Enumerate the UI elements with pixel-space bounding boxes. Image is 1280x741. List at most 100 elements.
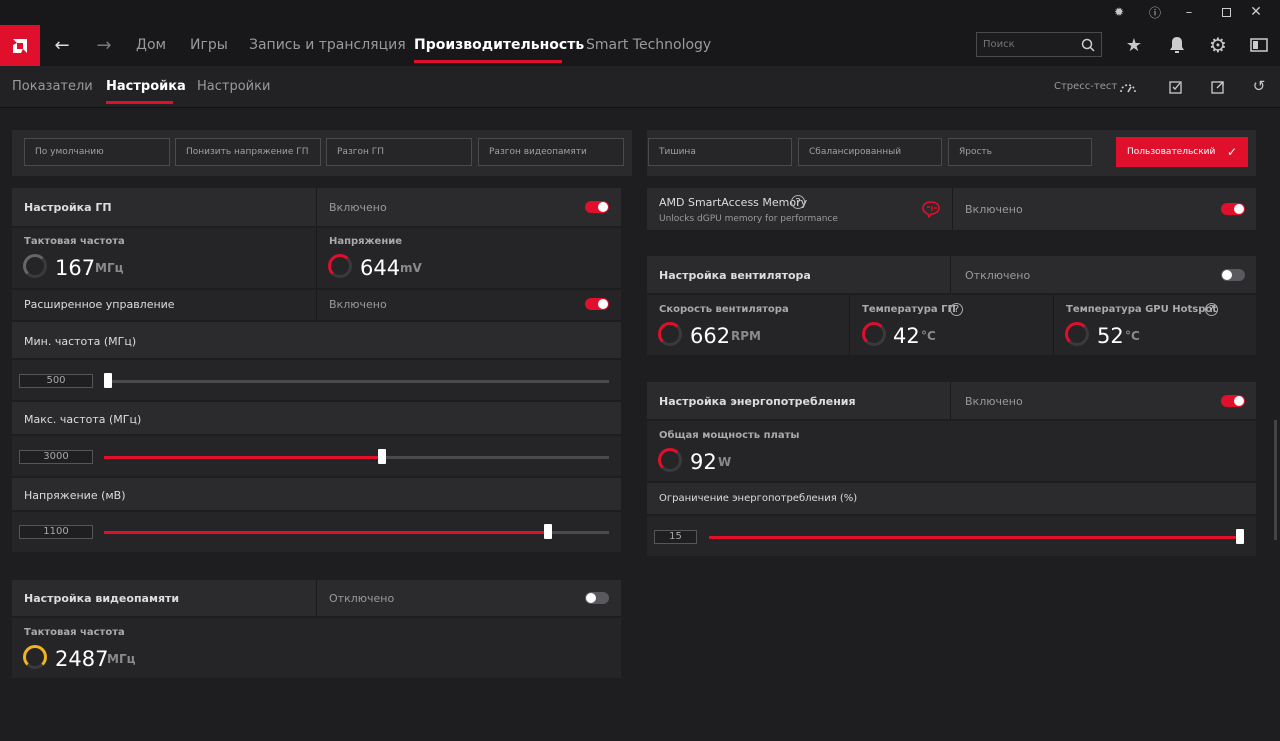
vram-tuning-state: Отключено xyxy=(329,592,395,605)
vram-tuning-toggle[interactable] xyxy=(585,592,609,604)
fan-speed-value: 662 xyxy=(690,324,731,348)
gpu-temp-gauge xyxy=(862,322,886,346)
search-box[interactable] xyxy=(976,32,1102,57)
preset-gpu-overclock-button[interactable]: Разгон ГП xyxy=(326,138,472,166)
board-power-label: Общая мощность платы xyxy=(659,430,800,441)
power-tuning-toggle[interactable] xyxy=(1221,395,1245,407)
gpu-tuning-state: Включено xyxy=(329,201,387,214)
board-power-unit: W xyxy=(718,455,732,469)
export-profile-icon[interactable] xyxy=(1209,78,1227,96)
gpu-voltage-label: Напряжение xyxy=(329,236,403,247)
help-icon[interactable]: ⓘ xyxy=(1148,5,1161,20)
power-tuning-header xyxy=(647,382,1256,419)
advanced-control-toggle[interactable] xyxy=(585,298,609,310)
gpu-clock-gauge xyxy=(23,254,47,278)
hotspot-help-icon[interactable]: ? xyxy=(1205,303,1218,316)
profile-quiet-button[interactable]: Тишина xyxy=(648,138,792,166)
nav-smart-technology[interactable]: Smart Technology xyxy=(586,37,712,53)
profile-custom-button[interactable]: Пользовательский ✓ xyxy=(1116,137,1248,167)
nav-home[interactable]: Дом xyxy=(136,37,167,53)
vram-clock-unit: МГц xyxy=(107,652,136,666)
sam-toggle[interactable] xyxy=(1221,203,1245,215)
voltage-slider-thumb[interactable] xyxy=(544,524,552,539)
stress-test-gauge-icon[interactable] xyxy=(1118,78,1138,96)
vram-clock-value: 2487 xyxy=(55,647,109,671)
gpu-tuning-toggle[interactable] xyxy=(585,201,609,213)
max-freq-label: Макс. частота (МГц) xyxy=(24,413,142,426)
back-arrow-icon[interactable]: ← xyxy=(54,34,70,56)
gpu-clock-label: Тактовая частота xyxy=(24,236,125,247)
gpu-temp-value: 42 xyxy=(893,324,920,348)
profile-rage-button[interactable]: Ярость xyxy=(948,138,1092,166)
import-profile-icon[interactable] xyxy=(1167,78,1185,96)
amd-logo-icon[interactable] xyxy=(0,25,40,66)
maximize-icon[interactable] xyxy=(1217,4,1235,20)
brain-icon xyxy=(918,199,944,219)
stress-test-label[interactable]: Стресс-тест xyxy=(1054,81,1118,92)
hotspot-temp-value: 52 xyxy=(1097,324,1124,348)
subnav-active-underline xyxy=(106,101,173,104)
min-freq-slider-track[interactable] xyxy=(104,380,609,383)
close-icon[interactable]: ✕ xyxy=(1250,4,1262,20)
vram-metrics-row xyxy=(12,618,621,678)
profile-custom-label: Пользовательский xyxy=(1127,147,1216,157)
forward-arrow-icon[interactable]: → xyxy=(96,34,112,56)
min-freq-input[interactable]: 500 xyxy=(19,374,93,388)
hotspot-temp-unit: °C xyxy=(1125,329,1140,343)
sam-help-icon[interactable]: ? xyxy=(791,195,805,209)
notifications-bell-icon[interactable] xyxy=(1166,35,1188,55)
nav-performance[interactable]: Производительность xyxy=(414,37,585,53)
tab-metrics[interactable]: Показатели xyxy=(12,79,93,94)
max-freq-slider-thumb[interactable] xyxy=(378,449,386,464)
advanced-control-label: Расширенное управление xyxy=(24,298,175,311)
hotspot-temp-gauge xyxy=(1065,322,1089,346)
reset-icon[interactable]: ↺ xyxy=(1252,77,1266,95)
gpu-voltage-gauge xyxy=(328,254,352,278)
power-limit-slider-thumb[interactable] xyxy=(1236,529,1244,544)
gpu-voltage-unit: mV xyxy=(400,261,422,275)
power-limit-slider-fill xyxy=(709,536,1244,539)
voltage-slider-fill xyxy=(104,531,548,534)
profile-balanced-button[interactable]: Сбалансированный xyxy=(798,138,942,166)
sidebar-panel-icon[interactable] xyxy=(1248,35,1270,55)
nav-record-stream[interactable]: Запись и трансляция xyxy=(249,37,406,53)
nav-active-underline xyxy=(414,60,562,63)
tab-settings[interactable]: Настройки xyxy=(197,79,271,94)
voltage-row xyxy=(12,478,621,510)
voltage-input[interactable]: 1100 xyxy=(19,525,93,539)
sam-state: Включено xyxy=(965,203,1023,216)
preset-vram-overclock-button[interactable]: Разгон видеопамяти xyxy=(478,138,624,166)
checkmark-icon: ✓ xyxy=(1226,145,1237,159)
max-freq-slider-fill xyxy=(104,456,382,459)
scrollbar[interactable] xyxy=(1274,420,1277,540)
fan-speed-gauge xyxy=(658,322,682,346)
vram-tuning-title: Настройка видеопамяти xyxy=(24,592,180,605)
fan-tuning-toggle[interactable] xyxy=(1221,269,1245,281)
settings-gear-icon[interactable]: ⚙ xyxy=(1209,33,1227,57)
bug-report-icon[interactable]: ✹ xyxy=(1113,5,1125,19)
hotspot-temp-label: Температура GPU Hotspot xyxy=(1066,304,1217,315)
gpu-temp-help-icon[interactable]: ? xyxy=(950,303,963,316)
search-icon[interactable] xyxy=(1079,36,1097,54)
min-freq-label: Мин. частота (МГц) xyxy=(24,335,137,348)
search-input[interactable] xyxy=(983,36,1075,53)
min-freq-slider-thumb[interactable] xyxy=(104,373,112,388)
favorites-star-icon[interactable]: ★ xyxy=(1125,34,1143,56)
gpu-temp-unit: °C xyxy=(921,329,936,343)
board-power-value: 92 xyxy=(690,450,717,474)
tab-tuning[interactable]: Настройка xyxy=(106,79,186,94)
max-freq-input[interactable]: 3000 xyxy=(19,450,93,464)
gpu-voltage-value: 644 xyxy=(360,256,401,280)
preset-default-button[interactable]: По умолчанию xyxy=(24,138,170,166)
power-limit-input[interactable]: 15 xyxy=(654,530,697,544)
gpu-clock-value: 167 xyxy=(55,256,96,280)
power-tuning-state: Включено xyxy=(965,395,1023,408)
min-freq-row xyxy=(12,322,621,358)
fan-speed-label: Скорость вентилятора xyxy=(659,304,789,315)
nav-games[interactable]: Игры xyxy=(190,37,228,53)
preset-undervolt-button[interactable]: Понизить напряжение ГП xyxy=(175,138,321,166)
power-limit-label: Ограничение энергопотребления (%) xyxy=(659,493,858,504)
sub-nav xyxy=(0,66,1280,108)
minimize-icon[interactable]: – xyxy=(1185,4,1193,20)
max-freq-row xyxy=(12,402,621,434)
